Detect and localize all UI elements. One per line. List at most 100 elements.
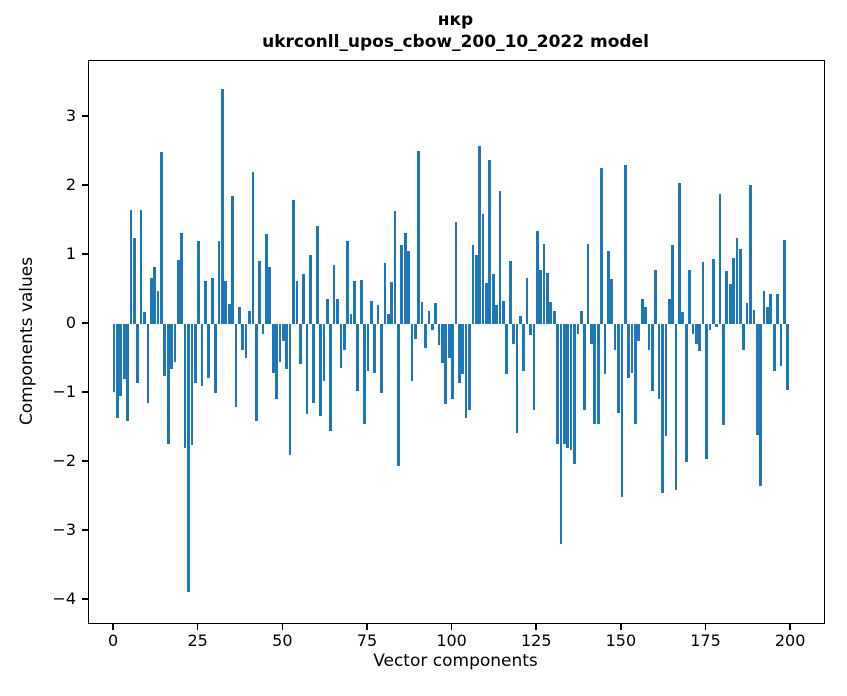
bar — [654, 270, 658, 325]
bar — [698, 324, 702, 351]
bar — [285, 324, 289, 369]
bar — [576, 324, 580, 335]
bar — [701, 261, 705, 325]
x-tick-mark — [789, 623, 791, 630]
x-tick-label: 50 — [272, 631, 293, 650]
bar — [441, 324, 444, 363]
bar — [586, 243, 590, 325]
y-tick-label: 0 — [65, 313, 76, 333]
bar — [214, 324, 217, 394]
bar — [217, 241, 221, 325]
y-tick-label: −2 — [52, 451, 76, 471]
bar — [657, 324, 661, 400]
bar — [149, 277, 153, 325]
bar — [640, 299, 644, 325]
bar — [735, 237, 739, 325]
bar — [461, 324, 465, 374]
bar — [309, 255, 312, 325]
x-tick-label: 175 — [690, 631, 721, 650]
bar — [610, 279, 614, 325]
bar — [539, 270, 542, 325]
bar — [386, 314, 390, 325]
bar — [190, 324, 194, 445]
bar — [772, 324, 776, 371]
bar — [485, 282, 488, 325]
bar — [542, 243, 546, 325]
bar — [579, 310, 583, 325]
bar — [173, 324, 177, 363]
bar — [732, 258, 735, 325]
bar — [766, 307, 769, 325]
bar — [403, 232, 407, 325]
bar — [166, 324, 170, 445]
bar — [373, 324, 377, 374]
bar — [163, 324, 167, 376]
x-tick-mark — [535, 623, 537, 630]
bar — [204, 281, 207, 325]
bar — [112, 324, 116, 392]
x-tick-mark — [112, 623, 114, 630]
y-tick-label: −3 — [52, 520, 76, 540]
bar — [363, 324, 366, 425]
bar — [647, 324, 651, 350]
bar — [180, 232, 184, 325]
y-tick-mark — [82, 184, 88, 186]
bar — [122, 324, 126, 380]
bar — [234, 324, 238, 407]
bar — [688, 269, 691, 325]
bar — [359, 279, 363, 325]
bar — [342, 324, 346, 350]
bar — [512, 324, 515, 345]
bar — [336, 299, 339, 325]
bar — [759, 324, 763, 487]
bar — [518, 315, 522, 325]
bar — [535, 230, 539, 325]
bar — [133, 237, 136, 325]
bar — [488, 160, 492, 325]
bar — [349, 314, 353, 325]
bar — [606, 250, 610, 325]
bar — [305, 324, 309, 414]
bar — [420, 301, 424, 325]
bar — [170, 324, 173, 369]
bar — [231, 196, 234, 325]
bar — [474, 255, 478, 325]
bar — [281, 324, 285, 342]
bar — [407, 250, 410, 325]
bar — [271, 324, 275, 374]
bar — [674, 324, 678, 490]
bar — [769, 294, 773, 325]
y-tick-mark — [82, 391, 88, 393]
bar — [718, 193, 722, 325]
bar — [644, 307, 647, 325]
bar — [210, 278, 214, 325]
bar — [254, 324, 258, 421]
bar — [397, 324, 400, 466]
bar — [739, 249, 742, 325]
bar — [708, 324, 712, 330]
bar — [437, 324, 441, 345]
bar — [715, 324, 719, 328]
bar — [596, 324, 600, 425]
bar — [221, 89, 224, 325]
bar — [634, 324, 637, 425]
bar — [637, 324, 641, 342]
bar — [603, 324, 607, 375]
bar — [119, 324, 123, 396]
bar — [139, 210, 143, 325]
bar — [755, 324, 759, 435]
bar — [786, 324, 790, 390]
bar — [776, 294, 779, 325]
chart-title-model: ukrconll_upos_cbow_200_10_2022 model — [262, 32, 649, 52]
bar — [742, 324, 746, 350]
bar — [468, 324, 471, 410]
bar — [508, 260, 512, 325]
bar — [244, 324, 248, 358]
bar — [783, 239, 786, 325]
bar — [454, 221, 458, 325]
bar — [566, 324, 570, 448]
bar — [627, 324, 630, 378]
x-tick-mark — [620, 623, 622, 630]
bar — [617, 324, 620, 414]
